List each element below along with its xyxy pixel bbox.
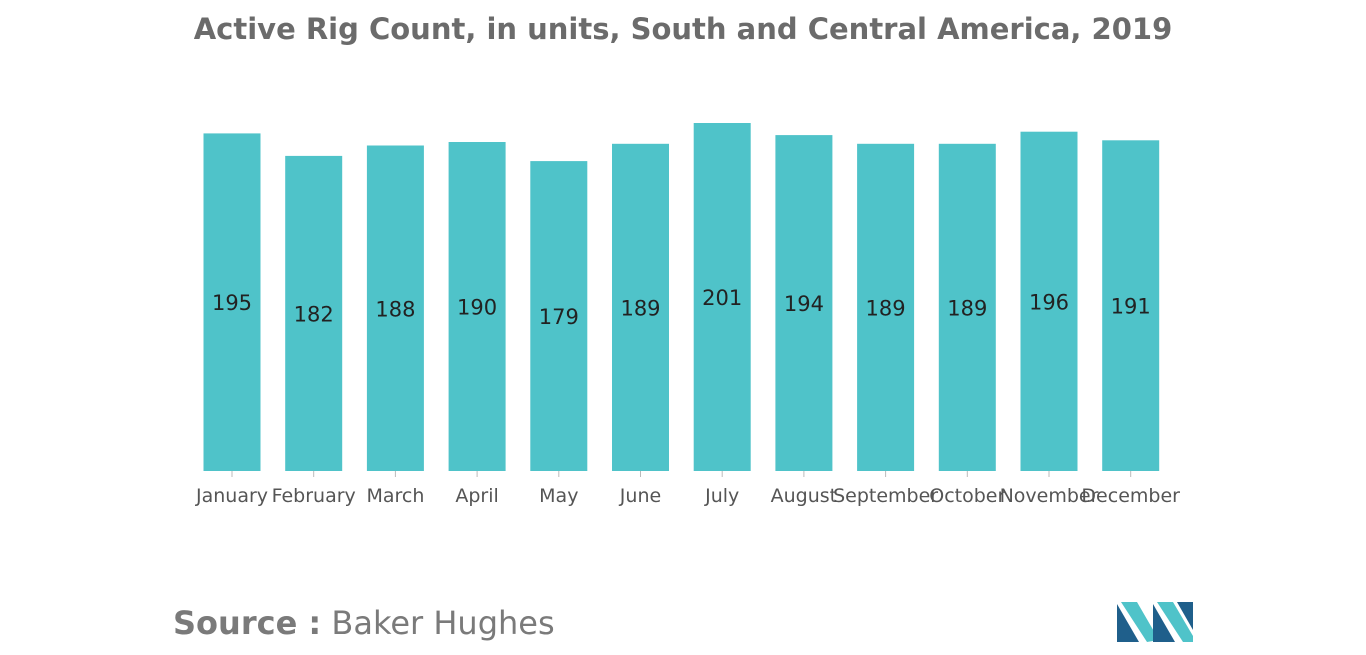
x-tick-label-august: August	[771, 485, 838, 507]
bar-chart: 195 182 188 190 179 189 201 194 189 189 196 191 Jan…	[195, 123, 1180, 507]
x-tick-label-january: January	[195, 485, 268, 507]
logo-left-dark-shape	[1117, 604, 1139, 642]
logo-right-dark-shape	[1177, 602, 1193, 630]
source-label: Source :	[173, 604, 322, 642]
bar-december	[1102, 140, 1160, 472]
x-tick-label-may: May	[539, 485, 578, 507]
x-tick-label-april: April	[455, 485, 498, 507]
x-tick-label-june: June	[619, 485, 661, 507]
value-label-august: 194	[784, 292, 824, 316]
bar-march	[366, 145, 424, 471]
value-label-june: 189	[620, 296, 660, 320]
value-label-july: 201	[702, 286, 742, 310]
chart-title: Active Rig Count, in units, South and Ce…	[193, 12, 1173, 46]
x-tick-label-july: July	[704, 485, 739, 507]
mordor-logo-icon	[1117, 602, 1193, 642]
value-label-february: 182	[294, 302, 334, 326]
category-labels-layer: January February March April May June July Augu…	[195, 485, 1180, 507]
bar-june	[612, 143, 669, 472]
value-label-march: 188	[375, 297, 415, 321]
bar-april	[448, 142, 506, 471]
bar-july	[693, 123, 751, 471]
value-labels-layer: 195 182 188 190 179 189 201 194 189 189 196 191	[212, 286, 1151, 329]
logo-left-light-shape	[1121, 602, 1159, 642]
x-tick-label-september: September	[833, 485, 938, 507]
x-tick-label-march: March	[366, 485, 424, 507]
value-label-april: 190	[457, 296, 497, 320]
value-label-january: 195	[212, 291, 252, 315]
source-line: Source : Baker Hughes	[173, 604, 555, 642]
value-label-november: 196	[1029, 290, 1069, 314]
x-tick-label-february: February	[272, 485, 356, 507]
x-tick-label-december: December	[1081, 485, 1180, 507]
bar-may	[530, 161, 588, 471]
bars-layer	[203, 123, 1160, 472]
value-label-october: 189	[947, 296, 987, 320]
x-tick-label-november: November	[1000, 485, 1099, 507]
x-tick-label-october: October	[929, 485, 1005, 507]
value-label-september: 189	[866, 296, 906, 320]
bar-november	[1020, 131, 1078, 471]
bar-january	[203, 133, 261, 471]
bar-september	[857, 143, 915, 472]
bar-october	[938, 143, 996, 472]
bar-august	[775, 135, 833, 471]
value-label-december: 191	[1111, 295, 1151, 319]
bar-february	[285, 155, 343, 471]
logo-mid-dark-shape	[1153, 604, 1175, 642]
value-label-may: 179	[539, 305, 579, 329]
source-name: Baker Hughes	[331, 604, 555, 642]
ticks-layer	[231, 471, 1132, 477]
logo-right-light-shape	[1157, 602, 1193, 642]
